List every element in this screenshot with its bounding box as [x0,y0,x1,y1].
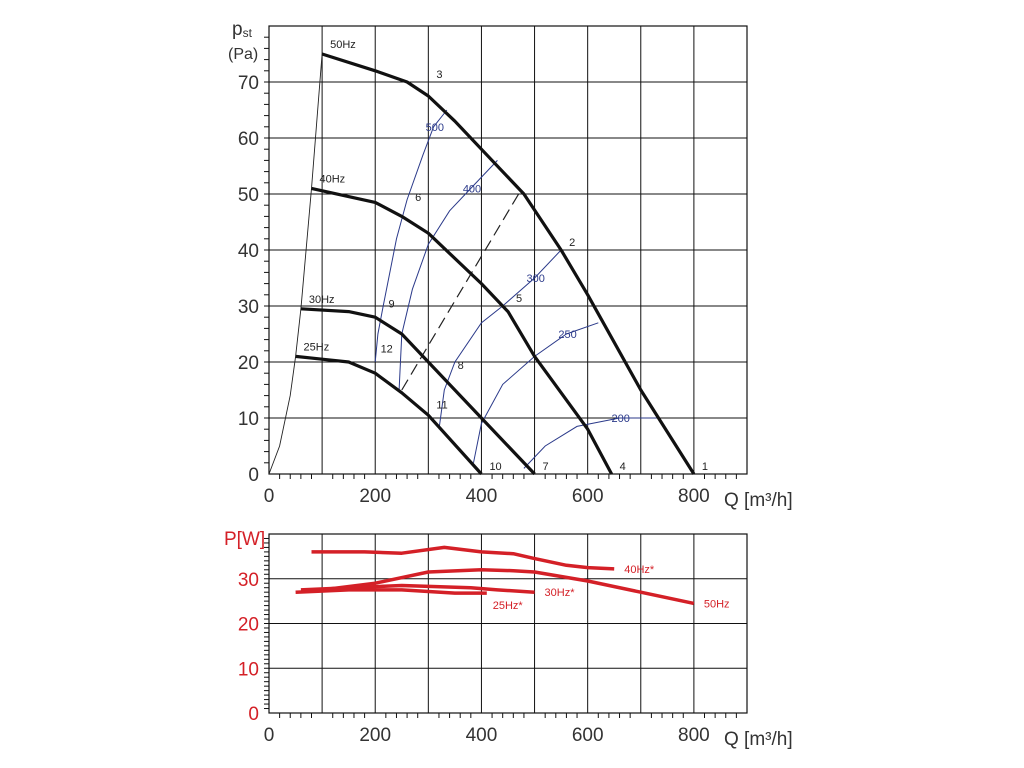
point-label: 8 [458,360,464,372]
x-tick-label: 200 [359,486,391,507]
power-series-50Hz [321,568,695,606]
series-label: 25Hz [304,341,330,353]
y-axis-label: P[W] [224,529,265,550]
x-tick-label: 400 [466,486,498,507]
y-tick-label: 30 [238,570,259,591]
x-tick-label: 800 [678,725,710,746]
y-tick-label: 0 [248,704,259,725]
y-tick-label: 10 [238,409,259,430]
point-label: 12 [381,343,393,355]
power-series-30Hz* [300,583,535,594]
x-tick-label: 800 [678,486,710,507]
power-series-label: 30Hz* [545,587,576,599]
iso-label: 500 [426,122,444,134]
x-tick-label: 200 [359,725,391,746]
chart-0: 0 200 400 600 800 0 10 20 30 40 50 60 70 Q [m³/h] pst (… [228,19,793,511]
y-tick-label: 70 [238,73,259,94]
point-label: 4 [620,461,626,473]
iso-label: 300 [527,273,545,285]
series-50Hz [321,52,696,475]
x-axis-label: Q [m³/h] [724,729,793,750]
x-tick-label: 600 [572,725,604,746]
point-label: 6 [415,192,421,204]
y-tick-label: 0 [248,465,259,486]
power-series-40Hz* [311,545,615,571]
chart-1: 0 200 400 600 800 0 10 20 30 Q [m³/h] P[W] 40Hz* 50H… [224,529,793,750]
point-label: 7 [543,461,549,473]
point-label: 1 [702,461,708,473]
series-label: 30Hz [309,294,335,306]
y-tick-label: 10 [238,659,259,680]
dashed-line [401,193,520,391]
iso-line-300 [438,249,562,430]
x-tick-label: 600 [572,486,604,507]
series-label: 40Hz [319,173,345,185]
point-label: 2 [569,237,575,249]
series-25Hz [295,354,483,476]
y-axis-label: pst [232,19,253,40]
y-tick-label: 60 [238,129,259,150]
point-label: 11 [436,399,447,411]
iso-label: 200 [612,413,630,425]
point-label: 5 [516,293,522,305]
y-tick-label: 20 [238,353,259,374]
power-series-label: 40Hz* [624,564,655,576]
point-label: 3 [436,69,442,81]
power-series-label: 50Hz [704,598,730,610]
system-curve [268,53,323,475]
power-series-25Hz* [295,588,487,595]
y-tick-label: 30 [238,297,259,318]
iso-line-250 [473,322,599,463]
y-tick-label: 50 [238,185,259,206]
iso-line-500 [374,109,448,363]
y-axis-unit: (Pa) [228,46,258,63]
iso-line-400 [398,160,498,391]
x-axis-label: Q [m³/h] [724,490,793,511]
point-label: 9 [389,299,395,311]
series-40Hz [311,186,614,475]
point-label: 10 [489,461,501,473]
x-tick-label: 400 [466,725,498,746]
y-tick-label: 40 [238,241,259,262]
y-tick-label: 20 [238,615,259,636]
power-series-label: 25Hz* [493,600,524,612]
series-label: 50Hz [330,39,356,51]
iso-line-200 [523,417,657,469]
iso-label: 250 [558,329,576,341]
series-30Hz [300,307,536,476]
x-tick-label: 0 [264,725,275,746]
x-tick-label: 0 [264,486,275,507]
iso-label: 400 [463,183,481,195]
